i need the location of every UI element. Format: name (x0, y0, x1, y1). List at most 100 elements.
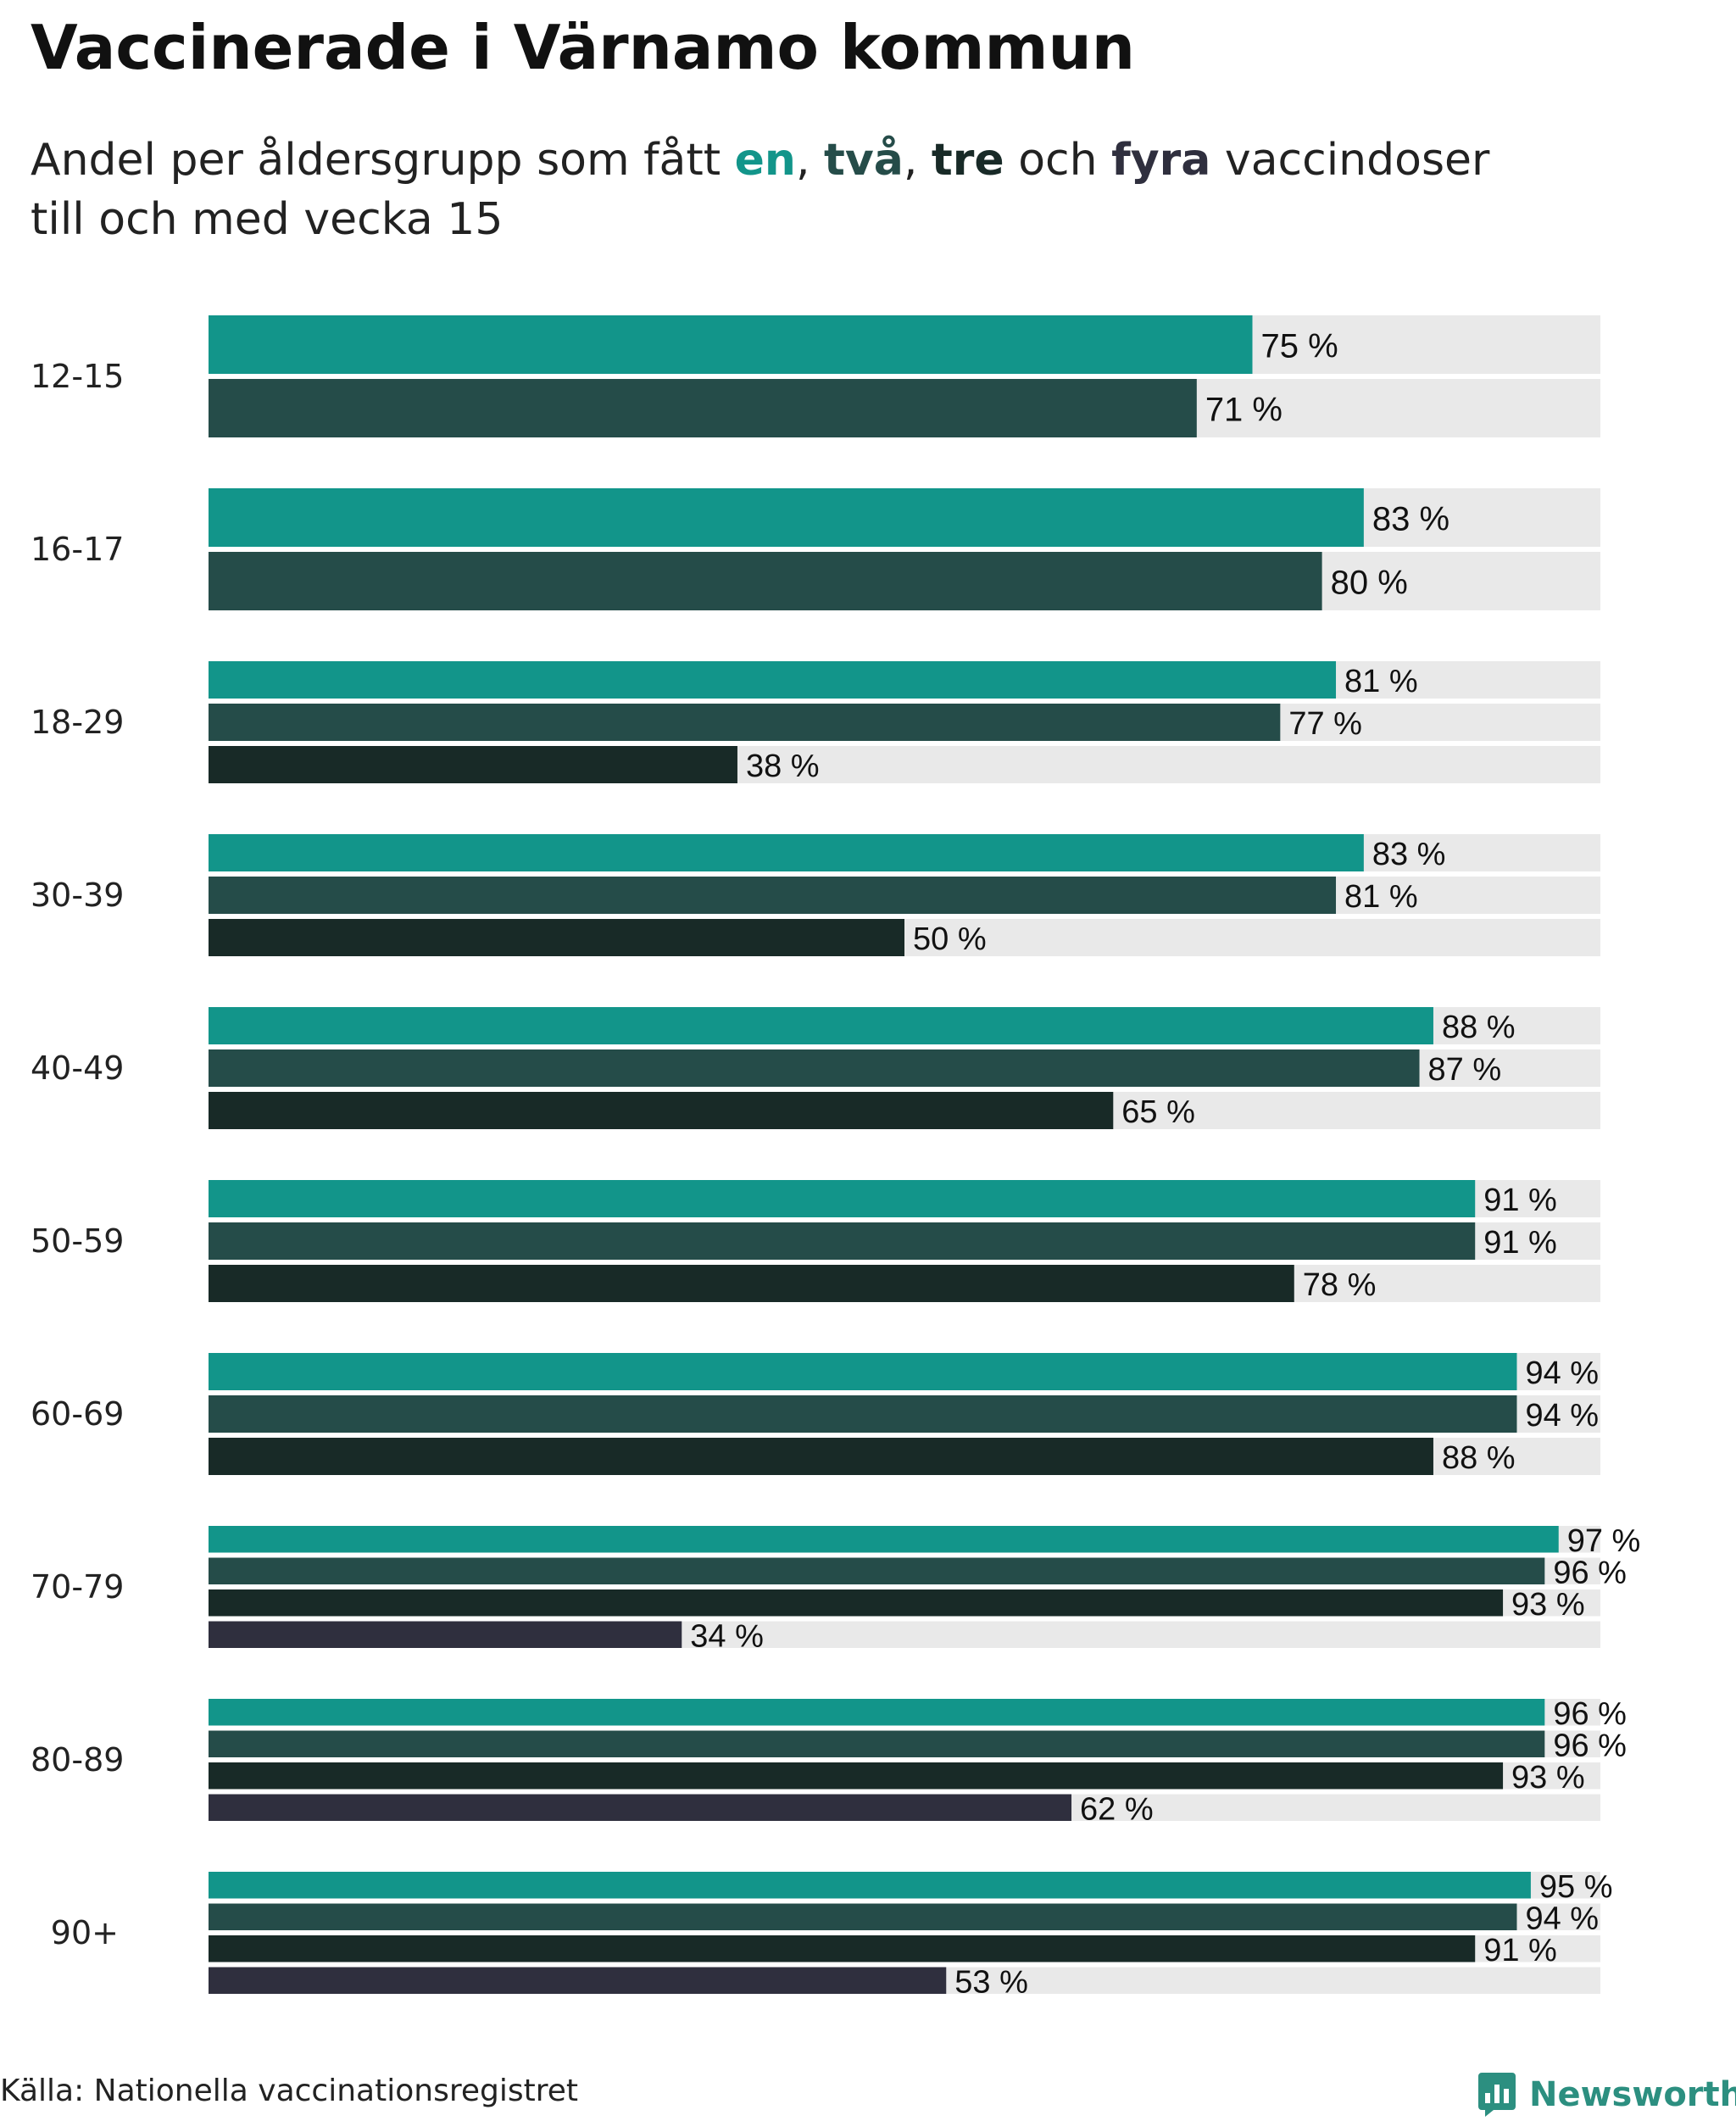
bar-tre (209, 1762, 1504, 1790)
data-label: 65 % (1121, 1094, 1195, 1130)
category-label: 18-29 (31, 704, 124, 741)
bar-group-40-49: 40-49 88 % 87 % 65 % (31, 1007, 1600, 1130)
data-label: 81 % (1344, 664, 1418, 699)
category-label: 30-39 (31, 877, 124, 914)
bar-en (209, 661, 1337, 699)
data-label: 50 % (913, 921, 987, 957)
bar-två (209, 877, 1337, 914)
data-label: 95 % (1539, 1869, 1613, 1905)
legend-key-tva: två (824, 135, 904, 186)
subtitle-suffix: vaccindoser (1210, 135, 1490, 186)
subtitle-prefix: Andel per åldersgrupp som fått (31, 135, 735, 186)
data-label: 88 % (1442, 1440, 1516, 1476)
data-label: 91 % (1483, 1225, 1557, 1261)
data-label: 77 % (1288, 706, 1362, 742)
bar-tre (209, 1092, 1114, 1129)
legend-key-fyra: fyra (1111, 135, 1211, 186)
category-label: 60-69 (31, 1395, 124, 1433)
bar-en (209, 834, 1364, 871)
chart-subtitle: Andel per åldersgrupp som fått en, två, … (31, 131, 1641, 249)
data-label: 96 % (1553, 1728, 1627, 1763)
data-label: 62 % (1080, 1791, 1154, 1827)
bar-en (209, 1353, 1517, 1390)
bar-en (209, 488, 1364, 547)
bar-group-90+: 90+ 95 %94 %91 % 53 % (51, 1869, 1613, 2001)
bar-fyra (209, 1794, 1072, 1821)
bar-en (209, 1699, 1545, 1726)
newsworthy-logo-icon (1478, 2073, 1516, 2117)
bar-fyra (209, 1967, 947, 1994)
bar-en (209, 1180, 1476, 1217)
bar-två (209, 1557, 1545, 1584)
subtitle-separator: och (1004, 135, 1112, 186)
data-label: 87 % (1428, 1052, 1502, 1088)
data-label: 75 % (1261, 328, 1338, 365)
data-label: 38 % (746, 749, 820, 784)
brand-name: Newsworthy (1529, 2075, 1736, 2114)
source-note: Källa: Nationella vaccinationsregistret (0, 2074, 578, 2108)
bar-tre (209, 746, 737, 783)
bar-tre (209, 1438, 1433, 1475)
data-label: 34 % (690, 1618, 764, 1654)
bar-group-18-29: 18-29 81 % 77 % 38 % (31, 661, 1600, 784)
category-label: 70-79 (31, 1568, 124, 1606)
bar-group-70-79: 70-79 97 %96 %93 % 34 % (31, 1523, 1640, 1655)
category-label: 90+ (51, 1914, 119, 1951)
bar-två (209, 704, 1281, 741)
bar-tre (209, 1589, 1504, 1617)
data-label: 97 % (1567, 1523, 1641, 1559)
data-label: 94 % (1525, 1901, 1599, 1936)
bar-två (209, 1395, 1517, 1433)
data-label: 94 % (1525, 1356, 1599, 1391)
bar-group-60-69: 60-69 94 % 94 % 88 % (31, 1353, 1600, 1476)
data-label: 94 % (1525, 1398, 1599, 1433)
bar-två (209, 1730, 1545, 1757)
data-label: 88 % (1442, 1010, 1516, 1045)
category-label: 50-59 (31, 1222, 124, 1260)
brand-logo: Newsworthy (1477, 2068, 1736, 2121)
bar-en (209, 315, 1253, 374)
bar-två (209, 1049, 1420, 1087)
category-label: 80-89 (31, 1741, 124, 1779)
subtitle-line2: till och med vecka 15 (31, 194, 504, 245)
bar-två (209, 552, 1322, 610)
legend-key-tre: tre (931, 135, 1004, 186)
bar-group-12-15: 12-15 75 % 71 % (31, 315, 1600, 437)
data-label: 83 % (1372, 837, 1446, 872)
data-label: 93 % (1511, 1587, 1585, 1623)
bar-en (209, 1526, 1559, 1553)
bar-två (209, 379, 1197, 437)
data-label: 83 % (1372, 501, 1449, 538)
category-label: 40-49 (31, 1049, 124, 1087)
bar-tre (209, 1935, 1476, 1962)
chart-title: Vaccinerade i Värnamo kommun (31, 12, 1136, 83)
data-label: 53 % (954, 1964, 1028, 2000)
data-label: 71 % (1205, 392, 1283, 429)
data-label: 91 % (1483, 1183, 1557, 1218)
data-label: 96 % (1553, 1555, 1627, 1590)
legend-key-en: en (734, 135, 796, 186)
bar-tre (209, 1265, 1294, 1302)
data-label: 91 % (1483, 1933, 1557, 1968)
category-label: 12-15 (31, 358, 124, 395)
bar-group-50-59: 50-59 91 % 91 % 78 % (31, 1180, 1600, 1303)
data-label: 80 % (1331, 565, 1408, 602)
data-label: 96 % (1553, 1696, 1627, 1732)
bar-group-30-39: 30-39 83 % 81 % 50 % (31, 834, 1600, 957)
bar-tre (209, 919, 904, 956)
bar-group-16-17: 16-17 83 % 80 % (31, 488, 1600, 610)
bar-en (209, 1872, 1531, 1899)
bar-fyra (209, 1621, 682, 1648)
data-label: 93 % (1511, 1760, 1585, 1795)
data-label: 81 % (1344, 879, 1418, 915)
data-label: 78 % (1303, 1267, 1377, 1303)
subtitle-separator: , (795, 135, 825, 186)
bar-två (209, 1222, 1476, 1260)
category-label: 16-17 (31, 531, 124, 568)
subtitle-separator: , (903, 135, 932, 186)
bar-två (209, 1903, 1517, 1930)
bar-en (209, 1007, 1433, 1044)
